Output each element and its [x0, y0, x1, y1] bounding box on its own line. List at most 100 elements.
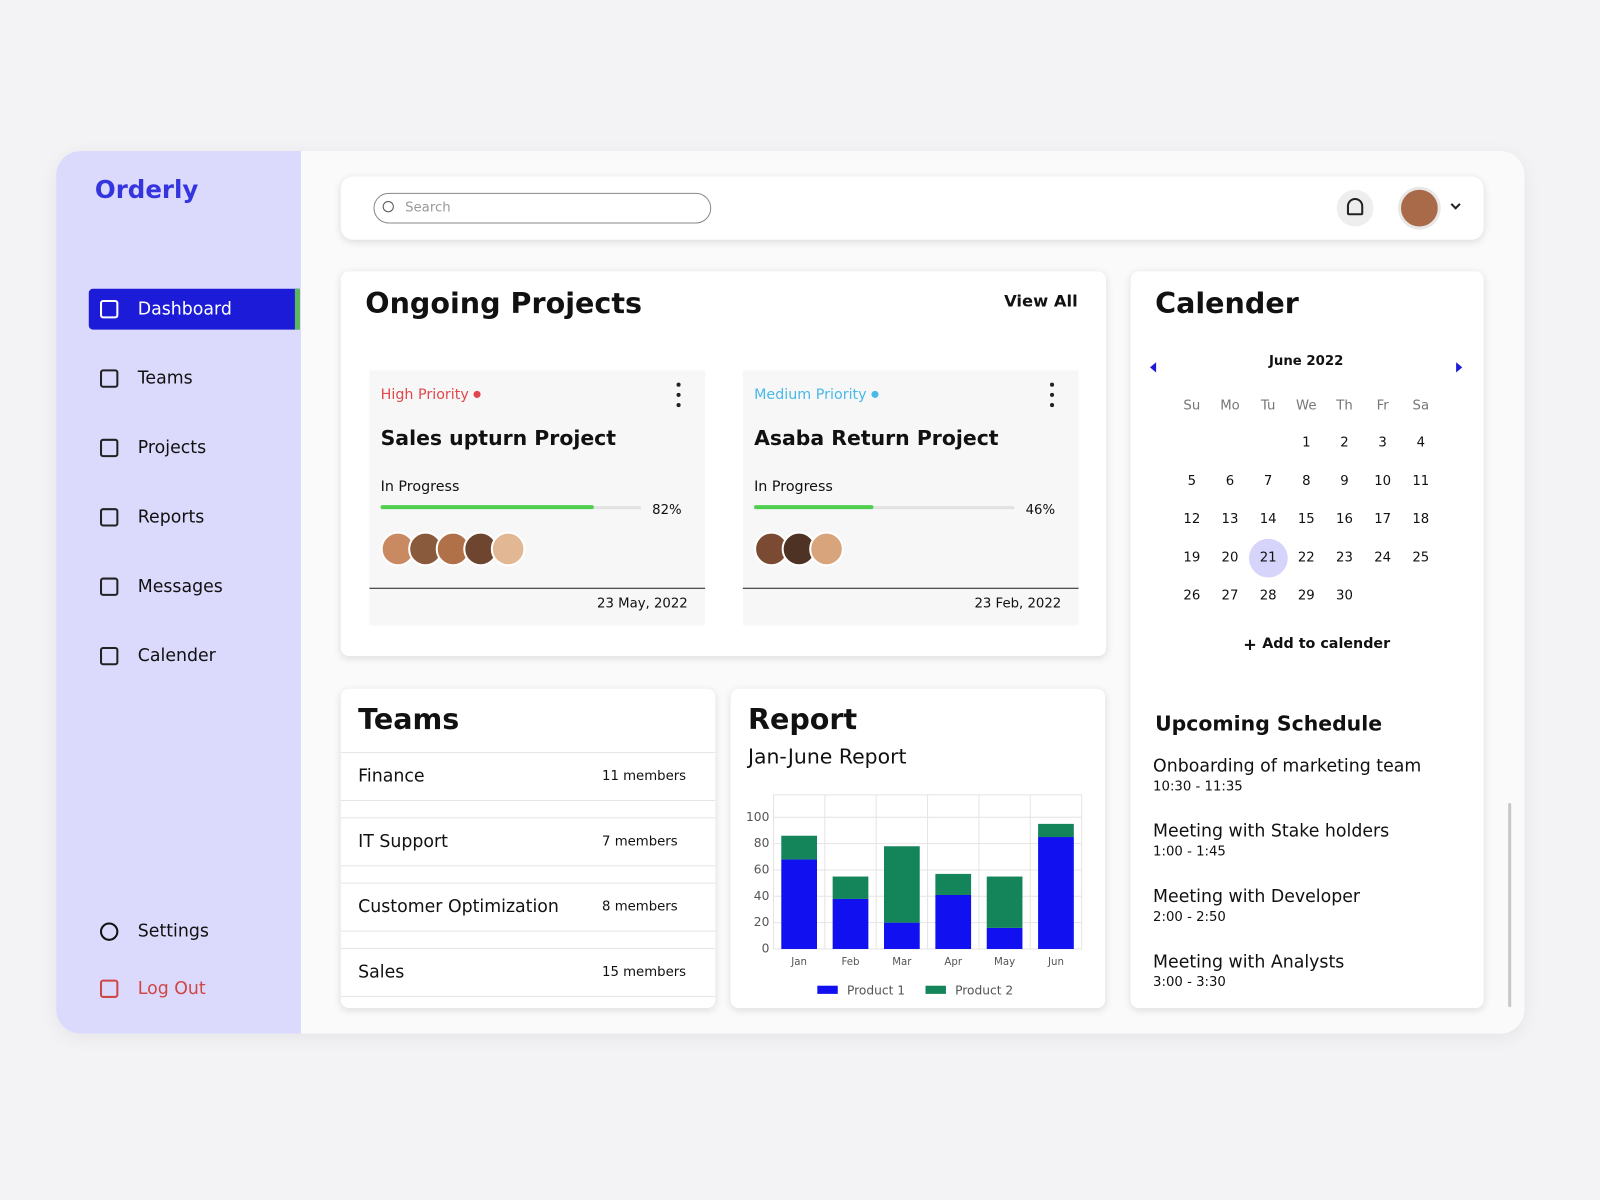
card-divider: [742, 587, 1079, 589]
card-divider: [369, 587, 706, 589]
calendar-day[interactable]: 16: [1336, 511, 1353, 528]
calendar-day[interactable]: 28: [1259, 588, 1277, 604]
more-menu[interactable]: [1042, 381, 1062, 410]
bell-icon: [1346, 197, 1364, 216]
weekday-label: Tu: [1260, 398, 1276, 414]
calendar-day[interactable]: 21: [1259, 549, 1277, 566]
calendar-day[interactable]: 23: [1336, 549, 1353, 566]
nav-item[interactable]: Teams: [137, 368, 193, 389]
prev-month[interactable]: [1149, 362, 1157, 373]
progress-fill: [754, 505, 874, 510]
schedule-time: 2:00 - 2:50: [1153, 909, 1226, 925]
scrollbar: [1508, 803, 1512, 1008]
user-avatar[interactable]: [1397, 186, 1441, 230]
view-all-link[interactable]: View All: [1004, 291, 1078, 311]
weekday-label: Su: [1183, 398, 1201, 414]
calendar-day[interactable]: 29: [1297, 588, 1315, 604]
brand-logo: Orderly: [94, 175, 199, 205]
search-icon: [382, 201, 394, 213]
team-name: Sales: [358, 962, 405, 983]
add-to-calendar[interactable]: Add to calender: [1262, 635, 1391, 653]
calendar-day[interactable]: 10: [1374, 473, 1392, 489]
calendar-day[interactable]: 30: [1336, 588, 1353, 604]
row-divider: [340, 947, 716, 949]
team-members: 15 members: [602, 964, 687, 981]
schedule-title: Meeting with Analysts: [1153, 952, 1345, 973]
priority-dot: [871, 390, 879, 398]
calendar-day[interactable]: 14: [1259, 511, 1277, 528]
search-placeholder: Search: [405, 200, 451, 216]
calendar-day[interactable]: 2: [1340, 435, 1349, 451]
menu-dot: [676, 403, 681, 408]
calendar-day[interactable]: 5: [1187, 473, 1197, 489]
calendar-day[interactable]: 22: [1297, 549, 1315, 566]
calendar-day[interactable]: 6: [1225, 473, 1235, 489]
calendar-day[interactable]: 27: [1221, 588, 1239, 604]
team-name: Finance: [358, 766, 425, 787]
report-card: [730, 688, 1106, 1009]
weekday-label: Sa: [1412, 398, 1430, 414]
calendar-day[interactable]: 3: [1378, 435, 1387, 451]
row-divider: [340, 865, 716, 867]
row-divider: [340, 930, 716, 932]
nav-item[interactable]: Dashboard: [137, 298, 232, 320]
calendar-day[interactable]: 1: [1302, 435, 1311, 451]
nav-item[interactable]: Projects: [137, 437, 207, 459]
calendar-day[interactable]: 9: [1340, 473, 1349, 489]
row-divider: [340, 882, 716, 884]
project-name: Sales upturn Project: [380, 425, 617, 450]
calendar-day[interactable]: 18: [1412, 511, 1430, 528]
project-date: 23 Feb, 2022: [974, 596, 1062, 612]
team-members: 7 members: [602, 834, 678, 850]
nav-icon: [99, 922, 119, 941]
schedule-time: 1:00 - 1:45: [1153, 844, 1226, 860]
nav-item[interactable]: Log Out: [137, 978, 206, 999]
nav-icon: [99, 979, 119, 998]
calendar-day[interactable]: 11: [1412, 473, 1430, 489]
member-avatar: [490, 531, 526, 567]
calendar-day[interactable]: 13: [1221, 511, 1239, 528]
progress-label: 82%: [652, 502, 682, 518]
calendar-day[interactable]: 20: [1221, 549, 1239, 566]
priority-label: Medium Priority: [754, 386, 867, 404]
calendar-day[interactable]: 12: [1183, 511, 1201, 528]
menu-dot: [1049, 382, 1055, 387]
calendar-day[interactable]: 24: [1374, 549, 1392, 566]
calendar-day[interactable]: 17: [1374, 511, 1392, 528]
nav-icon: [99, 438, 119, 458]
more-menu[interactable]: [668, 381, 688, 410]
nav-item[interactable]: Calender: [137, 645, 216, 667]
team-members: 8 members: [602, 899, 678, 915]
calendar-day[interactable]: 25: [1412, 549, 1430, 566]
nav-item[interactable]: Settings: [137, 921, 209, 942]
section-title: Report: [747, 702, 858, 737]
calendar-card: [1130, 271, 1484, 1009]
next-month[interactable]: [1456, 362, 1463, 373]
calendar-day[interactable]: 26: [1183, 588, 1201, 604]
month-label: June 2022: [1268, 353, 1344, 369]
schedule-time: 10:30 - 11:35: [1153, 779, 1243, 795]
calendar-day[interactable]: 15: [1297, 511, 1315, 528]
nav-item[interactable]: Messages: [137, 576, 223, 597]
calendar-day[interactable]: 19: [1183, 549, 1201, 566]
nav-item[interactable]: Reports: [137, 507, 205, 528]
priority-label: High Priority: [380, 386, 469, 404]
team-name: IT Support: [358, 831, 448, 853]
team-name: Customer Optimization: [358, 896, 559, 918]
calendar-day[interactable]: 7: [1263, 473, 1273, 489]
teams-card: [340, 688, 716, 1009]
calendar-day[interactable]: 4: [1416, 435, 1426, 451]
progress-fill: [380, 505, 594, 510]
search-input[interactable]: [373, 192, 712, 224]
menu-dot: [1049, 403, 1055, 408]
progress-track: [754, 506, 1015, 510]
menu-dot: [676, 392, 681, 397]
add-icon: [1249, 639, 1251, 650]
calendar-day[interactable]: 8: [1302, 473, 1311, 489]
weekday-label: We: [1296, 398, 1317, 414]
row-divider: [340, 799, 716, 802]
section-subtitle: Upcoming Schedule: [1155, 711, 1383, 736]
nav-icon: [99, 646, 119, 666]
